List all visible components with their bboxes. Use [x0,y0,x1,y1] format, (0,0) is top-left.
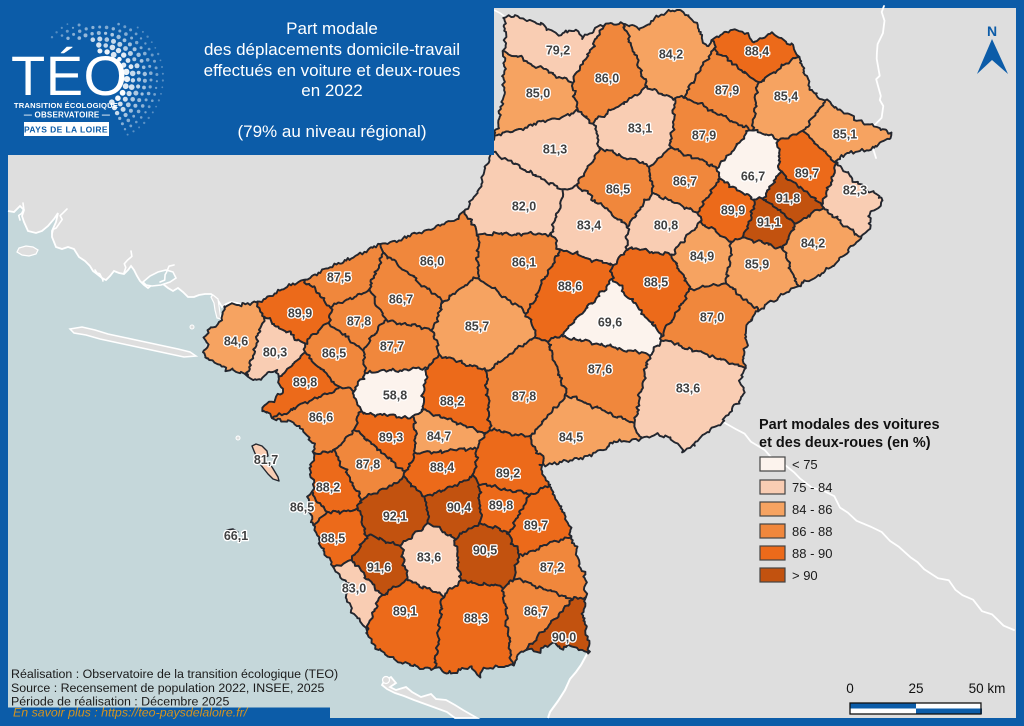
svg-text:86,5: 86,5 [322,347,346,361]
svg-text:91,6: 91,6 [367,561,391,575]
svg-text:82,3: 82,3 [843,184,867,198]
svg-text:TRANSITION ÉCOLOGIQUE: TRANSITION ÉCOLOGIQUE [14,101,118,110]
svg-text:effectués en voiture et deux-r: effectués en voiture et deux-roues [204,61,461,80]
svg-text:85,1: 85,1 [833,128,857,142]
svg-text:des déplacements domicile-trav: des déplacements domicile-travail [204,40,460,59]
svg-text:En savoir plus : https://teo-p: En savoir plus : https://teo-paysdelaloi… [13,706,249,720]
svg-text:< 75: < 75 [792,457,818,472]
svg-text:91,1: 91,1 [757,216,781,230]
svg-text:89,2: 89,2 [496,467,520,481]
svg-text:85,0: 85,0 [526,87,550,101]
svg-text:91,8: 91,8 [776,192,800,206]
svg-text:87,8: 87,8 [347,315,371,329]
svg-text:79,2: 79,2 [546,44,570,58]
svg-text:85,4: 85,4 [774,90,798,104]
svg-text:(79% au niveau régional): (79% au niveau régional) [237,122,426,141]
svg-text:88,5: 88,5 [644,276,668,290]
svg-text:86,5: 86,5 [606,183,630,197]
svg-text:84,2: 84,2 [801,237,825,251]
svg-text:89,9: 89,9 [288,307,312,321]
svg-text:et des deux-roues (en %): et des deux-roues (en %) [759,435,931,451]
svg-text:87,8: 87,8 [512,390,536,404]
svg-text:80,3: 80,3 [263,346,287,360]
svg-text:90,4: 90,4 [447,501,471,515]
svg-text:86,5: 86,5 [290,501,314,515]
svg-text:83,6: 83,6 [417,551,441,565]
svg-text:83,4: 83,4 [577,219,601,233]
svg-text:87,6: 87,6 [588,363,612,377]
svg-text:89,9: 89,9 [721,204,745,218]
svg-text:88,3: 88,3 [464,612,488,626]
svg-text:88,6: 88,6 [558,280,582,294]
svg-text:0: 0 [846,681,854,696]
svg-text:84,9: 84,9 [690,250,714,264]
svg-text:86 - 88: 86 - 88 [792,524,832,539]
svg-text:86,1: 86,1 [512,256,536,270]
svg-text:86,0: 86,0 [595,72,619,86]
svg-text:80,8: 80,8 [654,219,678,233]
svg-text:Part modale: Part modale [286,19,378,38]
svg-text:88,5: 88,5 [321,532,345,546]
svg-text:> 90: > 90 [792,568,818,583]
svg-text:69,6: 69,6 [598,316,622,330]
svg-text:84,7: 84,7 [427,430,451,444]
svg-text:89,8: 89,8 [489,499,513,513]
svg-text:88,2: 88,2 [440,395,464,409]
svg-text:N: N [987,23,997,39]
svg-text:58,8: 58,8 [383,389,407,403]
svg-text:90,0: 90,0 [552,631,576,645]
svg-text:84,6: 84,6 [224,335,248,349]
svg-text:Part modales des voitures: Part modales des voitures [759,417,940,433]
svg-text:83,1: 83,1 [628,122,652,136]
svg-text:85,7: 85,7 [465,320,489,334]
svg-text:PAYS DE LA LOIRE: PAYS DE LA LOIRE [24,125,108,135]
svg-text:86,7: 86,7 [673,175,697,189]
svg-text:83,6: 83,6 [676,382,700,396]
svg-text:86,6: 86,6 [309,411,333,425]
svg-text:75 - 84: 75 - 84 [792,480,832,495]
svg-text:81,3: 81,3 [543,143,567,157]
svg-text:66,7: 66,7 [741,170,765,184]
svg-text:Réalisation : Observatoire de: Réalisation : Observatoire de la transit… [11,667,338,681]
svg-text:87,9: 87,9 [715,84,739,98]
svg-text:90,5: 90,5 [473,544,497,558]
svg-text:83,0: 83,0 [342,582,366,596]
svg-text:87,7: 87,7 [380,340,404,354]
svg-text:89,1: 89,1 [393,605,417,619]
svg-text:Période de réalisation : Décem: Période de réalisation : Décembre 2025 [11,695,229,709]
svg-text:— OBSERVATOIRE —: — OBSERVATOIRE — [24,111,110,120]
svg-text:85,9: 85,9 [745,258,769,272]
svg-text:89,7: 89,7 [524,519,548,533]
svg-text:en 2022: en 2022 [301,81,362,100]
svg-text:66,1: 66,1 [224,529,248,543]
svg-text:88,4: 88,4 [745,45,769,59]
svg-text:86,7: 86,7 [524,605,548,619]
svg-text:88 - 90: 88 - 90 [792,546,832,561]
svg-text:84 - 86: 84 - 86 [792,502,832,517]
svg-text:89,8: 89,8 [293,376,317,390]
svg-text:81,7: 81,7 [254,453,278,467]
svg-text:87,0: 87,0 [700,311,724,325]
svg-text:87,8: 87,8 [356,458,380,472]
svg-text:82,0: 82,0 [512,200,536,214]
svg-text:25: 25 [908,681,923,696]
svg-text:86,7: 86,7 [389,293,413,307]
svg-text:TÉO: TÉO [11,44,128,107]
svg-text:84,2: 84,2 [659,48,683,62]
svg-text:87,5: 87,5 [327,271,351,285]
svg-text:87,9: 87,9 [692,129,716,143]
svg-text:84,5: 84,5 [559,431,583,445]
svg-text:50 km: 50 km [969,681,1006,696]
svg-text:86,0: 86,0 [420,255,444,269]
svg-text:92,1: 92,1 [383,510,407,524]
svg-text:87,2: 87,2 [540,561,564,575]
svg-text:89,3: 89,3 [379,431,403,445]
svg-text:89,7: 89,7 [795,167,819,181]
svg-text:88,4: 88,4 [430,461,454,475]
svg-text:88,2: 88,2 [316,481,340,495]
svg-text:Source : Recensement de popula: Source : Recensement de population 2022,… [11,681,325,695]
